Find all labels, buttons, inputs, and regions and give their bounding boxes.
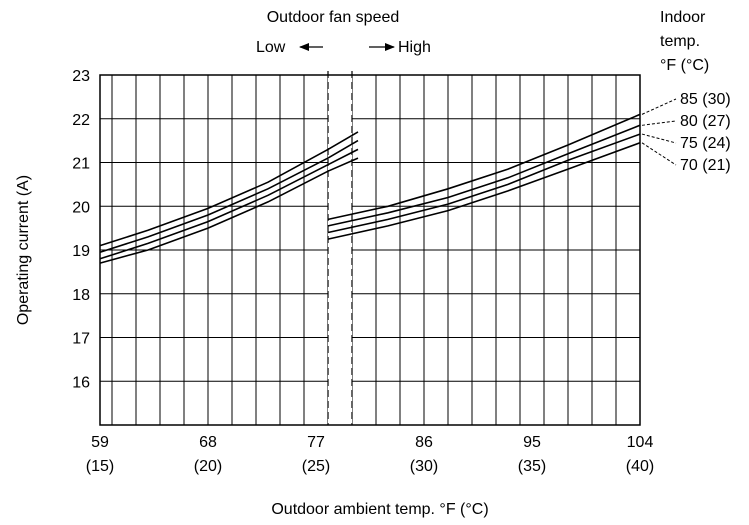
legend-label: 85 (30) — [680, 91, 731, 108]
legend-leader-line — [641, 120, 677, 126]
indoor-temp-title-line3: °F (°C) — [660, 57, 709, 74]
x-tick-label: 68 — [199, 434, 217, 451]
y-tick-label: 16 — [72, 374, 90, 391]
x-tick-label: 77 — [307, 434, 325, 451]
x-tick-label: 104 — [627, 434, 654, 451]
series-line-low-fan-3 — [99, 157, 359, 264]
legend-label: 75 (24) — [680, 135, 731, 152]
y-axis-label: Operating current (A) — [15, 175, 32, 325]
y-tick-label: 22 — [72, 112, 90, 129]
fan-speed-high-label: High — [398, 39, 431, 56]
series-line-low-fan-2 — [99, 148, 359, 260]
x-tick-sublabel: (40) — [626, 458, 654, 475]
legend-leader-line — [641, 133, 677, 144]
x-tick-sublabel: (35) — [518, 458, 546, 475]
x-tick-label: 59 — [91, 434, 109, 451]
indoor-temp-title-line1: Indoor — [660, 9, 706, 26]
y-tick-label: 20 — [72, 199, 90, 216]
series-lines — [99, 113, 641, 264]
grid — [100, 75, 640, 425]
x-tick-label: 86 — [415, 434, 433, 451]
series-line-low-fan-0 — [99, 131, 359, 247]
series-line-high-fan-0 — [327, 113, 641, 221]
legend-label: 80 (27) — [680, 113, 731, 130]
y-tick-labels: 16 17 18 19 20 21 22 23 — [72, 68, 90, 391]
fan-switch-gap — [328, 72, 352, 425]
x-tick-label: 95 — [523, 434, 541, 451]
y-tick-label: 21 — [72, 156, 90, 173]
plot-border — [99, 74, 641, 426]
y-tick-label: 18 — [72, 287, 90, 304]
fan-speed-title: Outdoor fan speed — [267, 9, 400, 26]
x-tick-sublabel: (20) — [194, 458, 222, 475]
x-axis-label: Outdoor ambient temp. °F (°C) — [271, 501, 488, 518]
y-tick-label: 23 — [72, 68, 90, 85]
plot-frame — [99, 74, 641, 426]
series-line-high-fan-2 — [327, 133, 641, 234]
x-tick-sublabel: (15) — [86, 458, 114, 475]
x-tick-sublabel: (30) — [410, 458, 438, 475]
legend: 85 (30) 80 (27) 75 (24) 70 (21) — [641, 91, 731, 174]
legend-leader-line — [641, 98, 677, 115]
series-line-low-fan-1 — [99, 139, 359, 253]
y-tick-label: 17 — [72, 331, 90, 348]
legend-label: 70 (21) — [680, 157, 731, 174]
series-line-high-fan-3 — [327, 142, 641, 240]
legend-leader-line — [641, 142, 677, 166]
indoor-temp-title-line2: temp. — [660, 33, 700, 50]
y-tick-label: 19 — [72, 243, 90, 260]
x-tick-sublabel: (25) — [302, 458, 330, 475]
x-tick-labels: 59 (15) 68 (20) 77 (25) 86 (30) 95 (35) 104 (40) — [86, 434, 654, 475]
series-line-high-fan-1 — [327, 124, 641, 227]
fan-switch-band — [327, 71, 353, 425]
fan-speed-low-label: Low — [256, 39, 286, 56]
